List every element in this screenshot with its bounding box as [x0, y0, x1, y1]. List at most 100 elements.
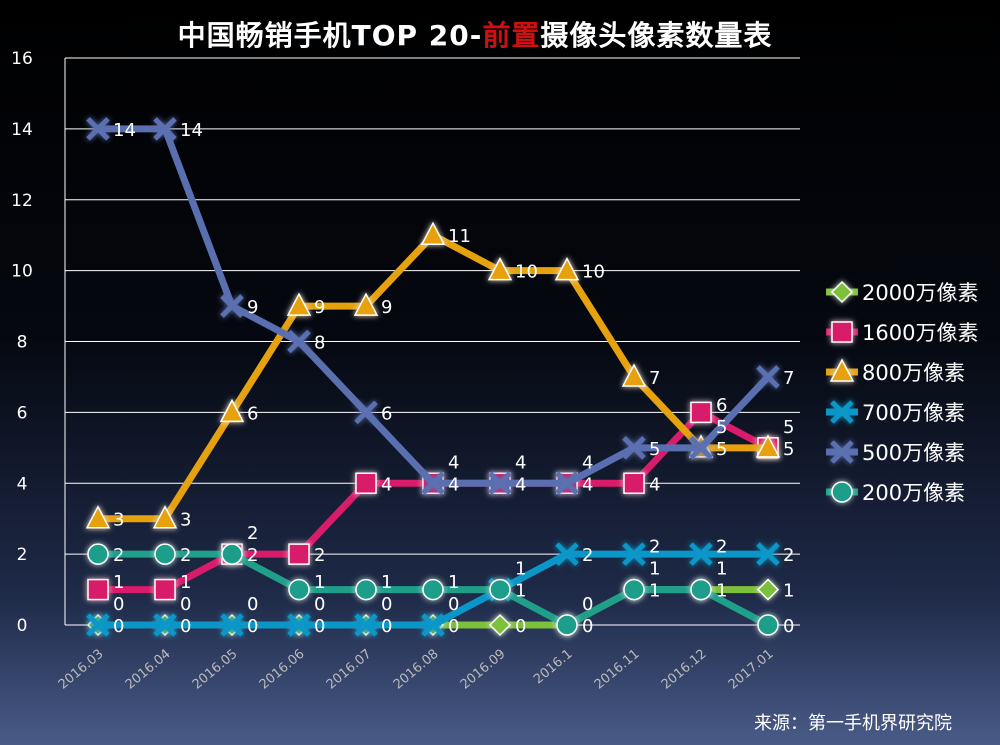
legend-marker — [830, 400, 854, 424]
data-label: 1 — [783, 581, 794, 602]
data-label: 0 — [783, 616, 794, 637]
data-point — [422, 578, 444, 601]
chart-title: 中国畅销手机TOP 20-前置摄像头像素数量表 — [0, 14, 950, 54]
data-point — [86, 117, 110, 141]
x-tick-label: 2016.07 — [324, 647, 375, 693]
series-line — [98, 408, 770, 594]
data-label: 1 — [716, 559, 727, 580]
legend-item: 200万像素 — [826, 481, 965, 505]
data-label: 4 — [448, 474, 459, 495]
legend-label: 1600万像素 — [862, 321, 978, 345]
legend-label: 500万像素 — [862, 441, 965, 465]
data-label: 2 — [247, 545, 258, 566]
data-label: 2 — [582, 545, 593, 566]
data-label: 4 — [381, 474, 392, 495]
data-label: 5 — [716, 417, 727, 438]
title-part-1: 中国畅销手机TOP 20- — [177, 19, 483, 52]
y-tick-label: 6 — [17, 403, 28, 423]
data-point — [488, 471, 512, 496]
data-label: 0 — [180, 594, 191, 615]
data-label: 0 — [180, 616, 191, 637]
data-label: 1 — [113, 572, 124, 593]
data-point — [421, 613, 445, 637]
data-label: 1 — [649, 559, 660, 580]
data-point — [755, 434, 781, 458]
data-label: 6 — [247, 403, 258, 424]
data-label: 0 — [247, 594, 258, 615]
data-label: 5 — [783, 439, 794, 460]
data-point — [355, 578, 377, 601]
title-part-2: 前置 — [482, 19, 541, 52]
data-label: 9 — [247, 297, 258, 318]
data-point — [757, 614, 779, 636]
data-label: 1 — [180, 572, 191, 593]
x-tick-label: 2016.06 — [257, 647, 308, 693]
y-tick-label: 8 — [17, 333, 28, 353]
series-4 — [86, 117, 780, 496]
data-point — [287, 613, 311, 637]
y-tick-label: 16 — [11, 49, 33, 69]
data-label: 10 — [582, 262, 605, 283]
x-tick-label: 2016.12 — [659, 647, 710, 693]
data-label: 14 — [180, 120, 203, 141]
x-tick-label: 2017.01 — [726, 647, 777, 693]
source-note: 来源：第一手机界研究院 — [754, 713, 952, 734]
data-point — [756, 365, 780, 389]
series-3 — [86, 542, 780, 637]
data-point — [555, 542, 579, 566]
data-point — [287, 329, 311, 354]
data-label: 3 — [113, 510, 124, 531]
legend-marker — [830, 280, 854, 304]
data-point — [85, 505, 111, 529]
data-label: 0 — [247, 616, 258, 637]
data-label: 1 — [716, 581, 727, 602]
data-label: 1 — [314, 572, 325, 593]
title-part-3: 摄像头像素数量表 — [540, 19, 773, 52]
data-label: 2 — [113, 545, 124, 566]
data-label: 4 — [448, 452, 459, 473]
legend-marker — [831, 481, 853, 503]
data-point — [354, 613, 378, 637]
data-label: 0 — [314, 616, 325, 637]
data-point — [690, 578, 712, 601]
legend-label: 700万像素 — [862, 401, 965, 425]
x-tick-label: 2016.03 — [56, 647, 107, 693]
data-point — [355, 472, 377, 494]
data-label: 1 — [515, 559, 526, 580]
data-point — [87, 578, 109, 601]
data-label: 6 — [716, 395, 727, 416]
series-1 — [87, 401, 779, 601]
data-label: 5 — [649, 439, 660, 460]
data-point — [689, 436, 713, 460]
x-tick-label: 2016.09 — [458, 647, 509, 693]
data-label: 7 — [649, 368, 660, 389]
legend-item: 1600万像素 — [826, 321, 978, 345]
data-point — [621, 363, 647, 387]
data-point — [554, 257, 580, 281]
data-point — [154, 578, 176, 601]
data-point — [87, 543, 109, 565]
data-label: 7 — [783, 368, 794, 389]
data-point — [756, 542, 780, 566]
data-labels: 0012314001231400226900128900146900144110… — [113, 120, 794, 637]
data-point — [220, 294, 244, 318]
data-point — [487, 257, 513, 281]
data-point — [555, 471, 579, 496]
data-label: 0 — [381, 616, 392, 637]
legend-item: 2000万像素 — [826, 280, 978, 305]
data-label: 5 — [783, 417, 794, 438]
data-label: 3 — [180, 510, 191, 531]
data-point — [488, 613, 512, 637]
data-label: 0 — [582, 594, 593, 615]
data-label: 2 — [716, 537, 727, 558]
data-label: 2 — [180, 545, 191, 566]
data-point — [623, 472, 645, 494]
data-label: 4 — [649, 474, 660, 495]
data-point — [756, 578, 780, 601]
legend-label: 800万像素 — [862, 361, 965, 385]
data-label: 4 — [515, 452, 526, 473]
x-tick-label: 2016.08 — [391, 647, 442, 693]
data-point — [86, 613, 110, 637]
legend-item: 800万像素 — [826, 358, 965, 385]
data-label: 1 — [649, 581, 660, 602]
